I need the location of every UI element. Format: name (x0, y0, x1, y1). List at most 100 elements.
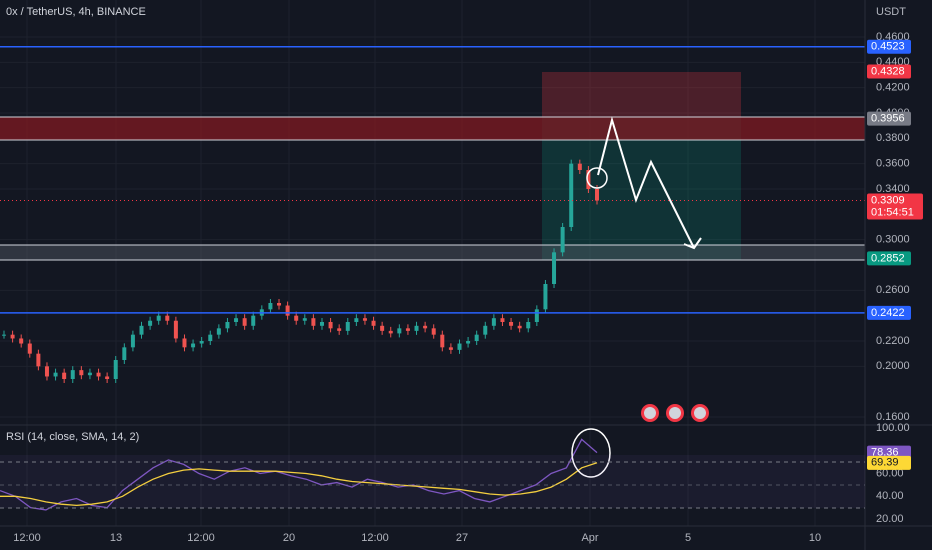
y-tick-label: 0.4400 (876, 56, 910, 68)
candle (483, 325, 488, 335)
candle (448, 347, 453, 350)
x-tick-label: 12:00 (13, 532, 41, 544)
candle (199, 341, 204, 344)
projection-arrow (597, 116, 695, 249)
candle (380, 325, 385, 331)
support-zone (0, 245, 865, 260)
sma-value: 69.39 (871, 457, 899, 469)
candle (466, 341, 471, 344)
candle (62, 372, 67, 379)
x-tick-label: 12:00 (361, 532, 389, 544)
candle (251, 315, 256, 326)
candle (491, 318, 496, 326)
candle (165, 315, 170, 321)
rsi-tick-label: 100.00 (876, 422, 910, 434)
flag-face (644, 407, 656, 419)
candle (113, 360, 118, 379)
event-flags[interactable] (641, 404, 709, 422)
candle (70, 370, 75, 379)
candle (405, 328, 410, 331)
y-tick-label: 0.2000 (876, 360, 910, 372)
y-tick-label: 0.3600 (876, 158, 910, 170)
candle (345, 322, 350, 331)
candle (423, 325, 428, 329)
candle (397, 328, 402, 334)
y-tick-label: 0.3000 (876, 234, 910, 246)
candle (36, 353, 41, 367)
candle (173, 320, 178, 339)
candle (27, 343, 32, 354)
candle (414, 325, 419, 331)
candle (543, 284, 548, 310)
candle (122, 347, 127, 360)
candle (105, 376, 110, 379)
arrow-head (683, 237, 702, 250)
y-tick-label: 0.2600 (876, 284, 910, 296)
candle (277, 303, 282, 306)
x-tick-label: 5 (685, 532, 691, 544)
y-tick-label: 0.3400 (876, 183, 910, 195)
candle (294, 315, 299, 321)
candle (319, 322, 324, 326)
candle (509, 322, 514, 326)
candle (337, 328, 342, 331)
last-price-label: 0.3309 (871, 194, 905, 206)
x-tick-label: 20 (283, 532, 295, 544)
x-tick-label: Apr (581, 532, 598, 544)
currency: USDT (876, 6, 906, 18)
y-tick-label: 0.3800 (876, 132, 910, 144)
flag-face (669, 407, 681, 419)
rsi-tick-label: 20.00 (876, 513, 904, 525)
candle (225, 322, 230, 329)
y-tick-label: 0.1600 (876, 411, 910, 423)
candle (457, 343, 462, 350)
candle (285, 305, 290, 316)
candle (431, 328, 436, 335)
candle (139, 325, 144, 335)
candle (79, 370, 84, 376)
candle (569, 163, 574, 227)
x-tick-label: 13 (110, 532, 122, 544)
candle (53, 372, 58, 377)
rsi-highlight (571, 428, 611, 478)
symbol-title: 0x / TetherUS, 4h, BINANCE (6, 6, 146, 18)
rsi-band (0, 455, 865, 508)
candle (268, 303, 273, 310)
candle (148, 320, 153, 326)
candle (44, 366, 49, 377)
rsi-tick-label: 40.00 (876, 490, 904, 502)
candle (234, 318, 239, 322)
candle (560, 227, 565, 253)
x-tick-label: 12:00 (187, 532, 215, 544)
candle (388, 330, 393, 334)
candle (19, 338, 24, 344)
rsi-sma-line (0, 462, 598, 507)
countdown: 01:54:51 (871, 206, 914, 218)
price-tag (867, 251, 911, 266)
rsi-value: 78.36 (871, 447, 899, 459)
price-tag-label: 0.2422 (871, 307, 905, 319)
candle (96, 372, 101, 377)
sma-tag (867, 455, 911, 470)
candle (354, 318, 359, 322)
rsi-tick-label: 60.00 (876, 467, 904, 479)
x-tick-label: 27 (456, 532, 468, 544)
candle (500, 318, 505, 322)
candle (242, 318, 247, 326)
candle (362, 318, 367, 321)
candle (302, 318, 307, 321)
x-tick-label: 10 (809, 532, 821, 544)
candle (440, 334, 445, 348)
candle (10, 334, 15, 339)
candle (130, 334, 135, 348)
candle (87, 372, 92, 376)
rsi-line (0, 438, 598, 511)
candle (311, 318, 316, 326)
candle (216, 328, 221, 335)
price-tag-label: 0.3956 (871, 112, 905, 124)
flag-face (694, 407, 706, 419)
candle (156, 315, 161, 321)
candle (474, 334, 479, 341)
